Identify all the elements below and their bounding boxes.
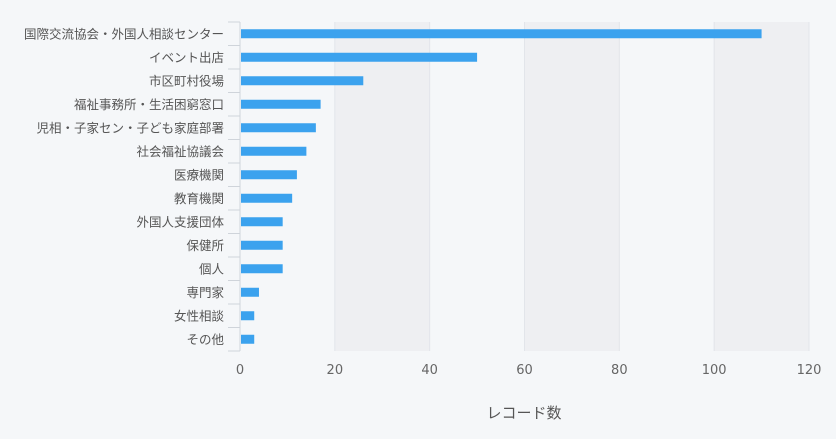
bar [241, 217, 283, 227]
category-label: 保健所 [186, 238, 224, 253]
bar [241, 52, 478, 62]
category-label: 社会福祉協議会 [136, 144, 224, 159]
category-label: 教育機関 [174, 191, 224, 206]
category-label: 児相・子家セン・子ども家庭部署 [36, 120, 224, 135]
category-labels: 国際交流協会・外国人相談センターイベント出店市区町村役場福祉事務所・生活困窮窓口… [24, 26, 225, 347]
bar [241, 170, 297, 180]
category-label: 福祉事務所・生活困窮窓口 [74, 97, 224, 112]
background-band [524, 22, 620, 351]
x-tick-label: 100 [702, 363, 727, 378]
bar [241, 287, 259, 297]
category-label: 個人 [199, 261, 225, 276]
category-label: 専門家 [186, 285, 224, 300]
category-label: その他 [186, 332, 224, 347]
bar [241, 123, 316, 133]
x-tick-label: 60 [516, 363, 533, 378]
x-tick-label: 40 [421, 363, 438, 378]
bar [241, 240, 283, 250]
bar [241, 29, 762, 39]
bar [241, 146, 307, 156]
bar [241, 334, 255, 344]
x-tick-label: 0 [236, 363, 244, 378]
bar [241, 76, 364, 86]
category-tick-marks [228, 21, 240, 352]
category-label: 医療機関 [174, 167, 224, 182]
x-axis-title: レコード数 [486, 404, 561, 422]
category-label: 外国人支援団体 [136, 214, 224, 229]
category-label: 市区町村役場 [149, 73, 224, 88]
background-band [714, 22, 809, 351]
background-bands [334, 22, 809, 351]
bar [241, 311, 255, 321]
bar [241, 99, 321, 109]
x-tick-label: 120 [797, 363, 822, 378]
x-tick-label: 20 [327, 363, 344, 378]
background-band [334, 22, 430, 351]
x-tick-labels: 0 20 40 60 80 100 120 [236, 363, 822, 378]
bar [241, 193, 293, 203]
category-label: 国際交流協会・外国人相談センター [24, 26, 224, 41]
category-label: 女性相談 [174, 308, 225, 323]
bars [241, 29, 762, 344]
category-label: イベント出店 [149, 50, 224, 65]
x-tick-label: 80 [611, 363, 628, 378]
bar [241, 264, 283, 274]
